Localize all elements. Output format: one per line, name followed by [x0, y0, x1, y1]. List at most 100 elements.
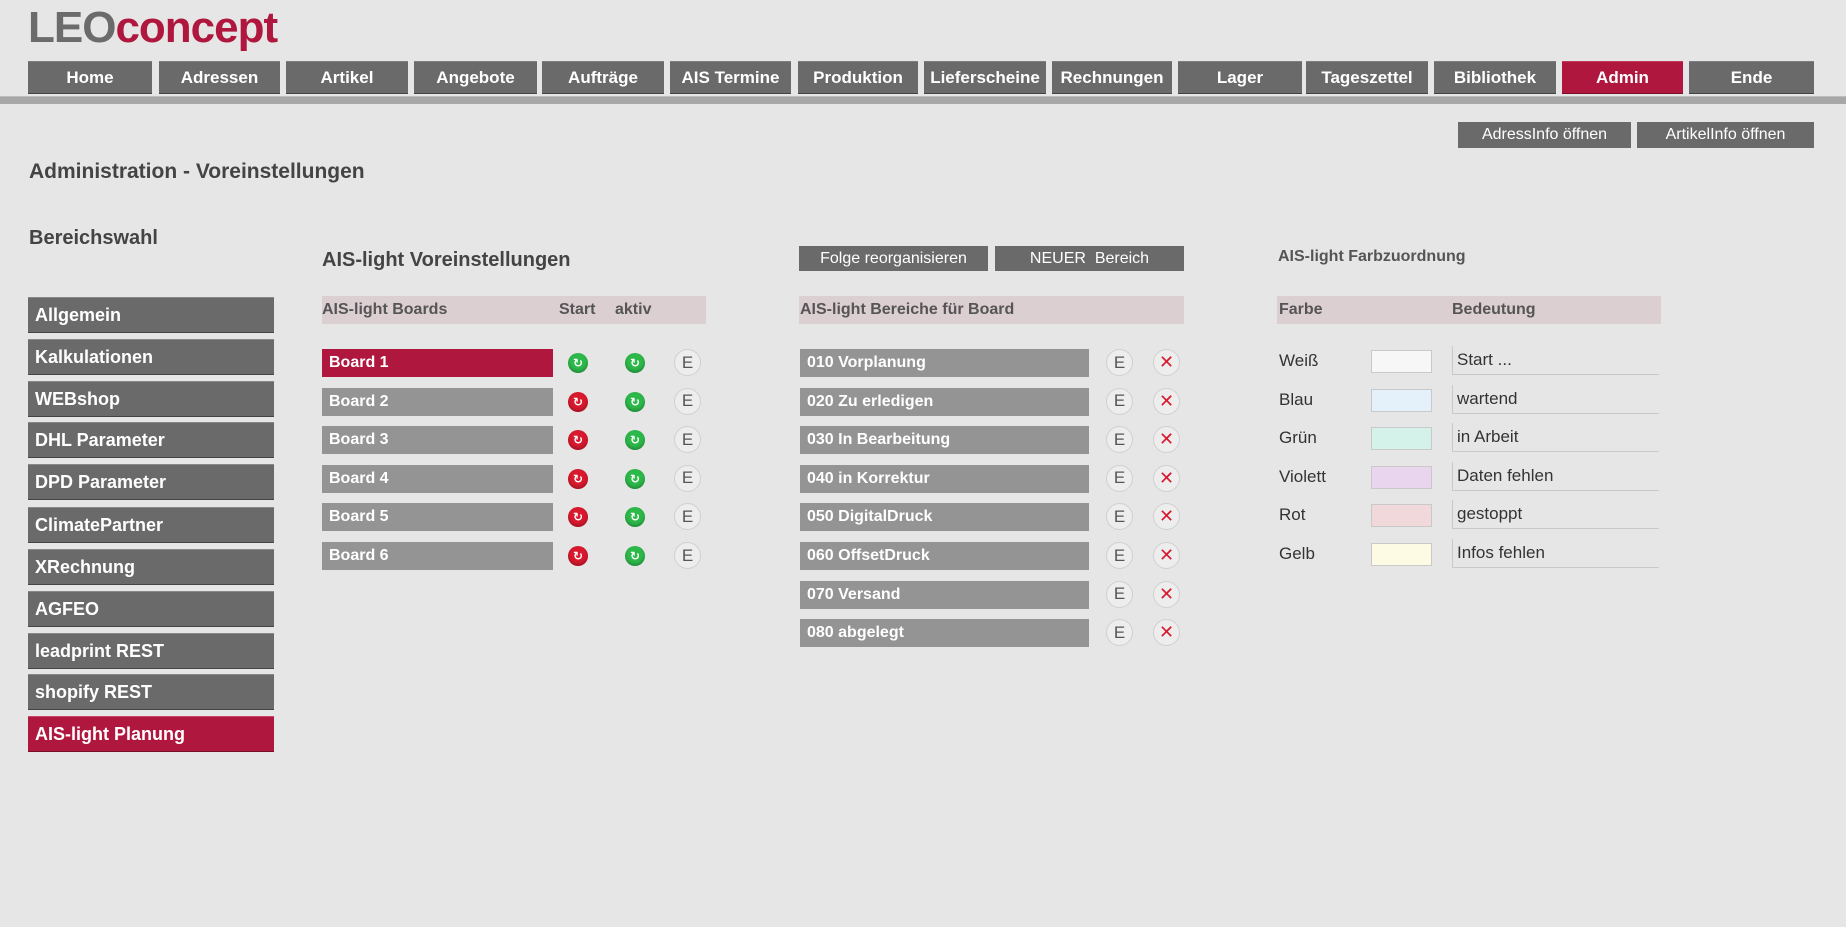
area-row-button[interactable]: 030 In Bearbeitung — [800, 426, 1089, 455]
color-name-label: Rot — [1279, 505, 1306, 525]
sidebar-item-shopify-rest[interactable]: shopify REST — [28, 674, 274, 710]
colors-table-header: Farbe Bedeutung — [1277, 296, 1661, 324]
sidebar-item-xrechnung[interactable]: XRechnung — [28, 549, 274, 585]
color-swatch[interactable] — [1371, 465, 1432, 489]
active-toggle-icon[interactable]: ↻ — [625, 353, 645, 373]
edit-area-button[interactable]: E — [1106, 426, 1133, 454]
areas-column-header: AIS-light Bereiche für Board — [800, 301, 1015, 318]
board-row-button[interactable]: Board 2 — [322, 387, 553, 416]
edit-area-button[interactable]: E — [1106, 542, 1133, 569]
edit-area-button[interactable]: E — [1106, 387, 1133, 415]
delete-area-icon[interactable]: ✕ — [1153, 580, 1180, 608]
color-meaning-field[interactable]: wartend — [1452, 384, 1659, 414]
nav-rechnungen[interactable]: Rechnungen — [1052, 61, 1172, 94]
color-meaning-field[interactable]: Start ... — [1452, 346, 1659, 375]
nav-ende[interactable]: Ende — [1689, 61, 1814, 94]
active-toggle-icon[interactable]: ↻ — [625, 391, 645, 412]
color-name-label: Blau — [1279, 389, 1314, 409]
delete-area-icon[interactable]: ✕ — [1153, 542, 1180, 569]
nav-admin[interactable]: Admin — [1562, 61, 1683, 94]
active-toggle-icon[interactable]: ↻ — [625, 468, 645, 489]
delete-area-icon[interactable]: ✕ — [1153, 503, 1180, 531]
open-address-info-button[interactable]: AdressInfo öffnen — [1458, 122, 1631, 148]
nav-adressen[interactable]: Adressen — [159, 61, 280, 94]
sidebar-item-webshop[interactable]: WEBshop — [28, 381, 274, 417]
page-title: Administration - Voreinstellungen — [29, 160, 365, 183]
board-row-button[interactable]: Board 5 — [322, 503, 553, 532]
nav-angebote[interactable]: Angebote — [414, 61, 537, 94]
sidebar-item-ais-light-planung[interactable]: AIS-light Planung — [28, 716, 274, 752]
delete-area-icon[interactable]: ✕ — [1153, 349, 1180, 376]
sidebar-item-climatepartner[interactable]: ClimatePartner — [28, 507, 274, 543]
nav-lieferscheine[interactable]: Lieferscheine — [924, 61, 1046, 94]
start-toggle-icon[interactable]: ↻ — [568, 430, 588, 451]
nav-lager[interactable]: Lager — [1178, 61, 1302, 94]
color-meaning-field[interactable]: gestoppt — [1452, 500, 1659, 530]
edit-board-button[interactable]: E — [674, 542, 701, 569]
edit-board-button[interactable]: E — [674, 464, 701, 492]
start-toggle-icon[interactable]: ↻ — [568, 546, 588, 566]
active-toggle-icon[interactable]: ↻ — [625, 430, 645, 451]
delete-area-icon[interactable]: ✕ — [1153, 619, 1180, 647]
edit-area-button[interactable]: E — [1106, 580, 1133, 608]
nav-bibliothek[interactable]: Bibliothek — [1434, 61, 1556, 94]
areas-table-header: AIS-light Bereiche für Board — [799, 296, 1184, 324]
edit-area-button[interactable]: E — [1106, 503, 1133, 531]
meaning-column-header: Bedeutung — [1452, 301, 1536, 318]
color-swatch[interactable] — [1371, 543, 1432, 566]
area-row-button[interactable]: 020 Zu erledigen — [800, 387, 1089, 416]
color-swatch[interactable] — [1371, 350, 1432, 373]
color-swatch[interactable] — [1371, 388, 1432, 412]
sidebar-item-allgemein[interactable]: Allgemein — [28, 297, 274, 333]
area-row-button[interactable]: 010 Vorplanung — [800, 349, 1089, 377]
edit-area-button[interactable]: E — [1106, 464, 1133, 492]
board-row-button[interactable]: Board 6 — [322, 542, 553, 570]
edit-board-button[interactable]: E — [674, 387, 701, 415]
edit-board-button[interactable]: E — [674, 503, 701, 531]
active-toggle-icon[interactable]: ↻ — [625, 546, 645, 566]
area-row-button[interactable]: 080 abgelegt — [800, 619, 1089, 648]
area-row-button[interactable]: 070 Versand — [800, 580, 1089, 609]
area-row-button[interactable]: 060 OffsetDruck — [800, 542, 1089, 570]
board-row-button[interactable]: Board 4 — [322, 464, 553, 493]
reorganize-order-button[interactable]: Folge reorganisieren — [799, 246, 988, 271]
open-article-info-button[interactable]: ArtikelInfo öffnen — [1637, 122, 1814, 148]
area-row-button[interactable]: 040 in Korrektur — [800, 464, 1089, 493]
area-row-button[interactable]: 050 DigitalDruck — [800, 503, 1089, 532]
edit-board-button[interactable]: E — [674, 349, 701, 376]
sidebar-item-agfeo[interactable]: AGFEO — [28, 591, 274, 627]
nav-produktion[interactable]: Produktion — [798, 61, 918, 94]
start-toggle-icon[interactable]: ↻ — [568, 353, 588, 373]
delete-area-icon[interactable]: ✕ — [1153, 426, 1180, 454]
nav-ais-termine[interactable]: AIS Termine — [670, 61, 791, 94]
color-swatch[interactable] — [1371, 427, 1432, 451]
start-toggle-icon[interactable]: ↻ — [568, 468, 588, 489]
color-meaning-field[interactable]: in Arbeit — [1452, 423, 1659, 453]
board-row-button[interactable]: Board 1 — [322, 349, 553, 377]
nav-artikel[interactable]: Artikel — [286, 61, 408, 94]
delete-area-icon[interactable]: ✕ — [1153, 464, 1180, 492]
active-toggle-icon[interactable]: ↻ — [625, 507, 645, 528]
sidebar-title: Bereichswahl — [29, 227, 158, 249]
edit-area-button[interactable]: E — [1106, 619, 1133, 647]
nav-home[interactable]: Home — [28, 61, 152, 94]
color-swatch[interactable] — [1371, 504, 1432, 528]
color-assignment-title: AIS-light Farbzuordnung — [1278, 248, 1466, 265]
sidebar-item-dpd-parameter[interactable]: DPD Parameter — [28, 464, 274, 500]
boards-table-header: AIS-light Boards Start aktiv — [322, 296, 706, 324]
sidebar-item-dhl-parameter[interactable]: DHL Parameter — [28, 422, 274, 458]
start-toggle-icon[interactable]: ↻ — [568, 507, 588, 528]
delete-area-icon[interactable]: ✕ — [1153, 387, 1180, 415]
nav-tageszettel[interactable]: Tageszettel — [1306, 61, 1428, 94]
edit-board-button[interactable]: E — [674, 426, 701, 454]
app-logo: LEOconcept — [28, 3, 278, 52]
sidebar-item-kalkulationen[interactable]: Kalkulationen — [28, 339, 274, 375]
color-meaning-field[interactable]: Daten fehlen — [1452, 461, 1659, 491]
start-toggle-icon[interactable]: ↻ — [568, 391, 588, 412]
board-row-button[interactable]: Board 3 — [322, 426, 553, 455]
new-area-button[interactable]: NEUER Bereich — [995, 246, 1184, 271]
nav-auftraege[interactable]: Aufträge — [542, 61, 664, 94]
edit-area-button[interactable]: E — [1106, 349, 1133, 376]
color-meaning-field[interactable]: Infos fehlen — [1452, 539, 1659, 568]
sidebar-item-leadprint-rest[interactable]: leadprint REST — [28, 633, 274, 669]
